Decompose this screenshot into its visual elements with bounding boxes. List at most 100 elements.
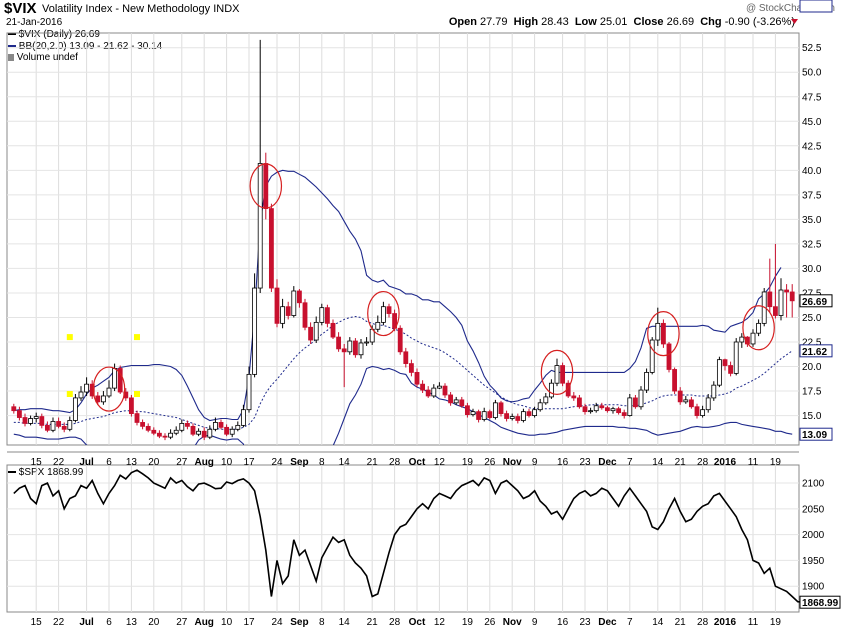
vix-x-tick-label: 24 [271, 457, 283, 468]
candle-down [117, 368, 123, 393]
candle-up [240, 409, 246, 426]
candle-down [526, 411, 532, 416]
candle-up [28, 418, 34, 424]
candle-down [487, 411, 493, 418]
vix-x-tick-label: 11 [748, 457, 759, 468]
candle-down [604, 407, 610, 412]
candle-down [308, 326, 314, 341]
candle-down [722, 359, 728, 366]
spx-x-tick-label: 8 [319, 617, 325, 627]
candle-up [67, 420, 73, 430]
candle-down [302, 302, 308, 328]
vix-y-tick-label: 45.0 [802, 117, 822, 128]
vix-x-tick-label: Aug [194, 457, 213, 468]
candle-down [414, 372, 420, 385]
vix-x-tick-label: 28 [697, 457, 709, 468]
legend-line-icon [8, 45, 16, 48]
close-value-label: 26.69 [802, 297, 827, 308]
vix-x-tick-label: 14 [339, 457, 351, 468]
candle-up [106, 387, 112, 397]
candle-down [403, 351, 409, 364]
vix-x-tick-label: 21 [367, 457, 379, 468]
vix-y-tick-label: 15.0 [802, 411, 822, 422]
candle-down [688, 399, 694, 408]
candle-up [436, 385, 442, 389]
chg-value: -0.90 (-3.26%) [724, 16, 795, 28]
vix-x-tick-label: Oct [409, 457, 426, 468]
legend-volume-label: Volume undef [16, 52, 78, 63]
legend-vix-label: $VIX (Daily) 26.69 [18, 29, 100, 40]
candle-down [560, 365, 566, 384]
candle-up [683, 399, 689, 403]
annotation-circle [742, 305, 775, 351]
spx-x-tick-label: 22 [53, 617, 65, 627]
vix-x-tick-label: 12 [434, 457, 446, 468]
candle-down [61, 425, 67, 430]
candle-down [285, 306, 291, 316]
candle-down [336, 336, 342, 350]
candle-up [246, 373, 252, 411]
candle-up [173, 429, 179, 434]
candle-down [464, 405, 470, 415]
candle-down [330, 322, 336, 338]
candle-down [162, 435, 168, 438]
vix-y-tick-label: 25.0 [802, 313, 822, 324]
candle-down [498, 402, 504, 415]
legend-spx-label: $SPX 1868.99 [18, 467, 84, 478]
candle-down [268, 208, 274, 289]
candle-up [112, 368, 118, 389]
candle-up [347, 340, 353, 353]
vix-y-tick-label: 42.5 [802, 141, 822, 152]
spx-x-tick-label: 12 [434, 617, 446, 627]
vix-x-tick-label: 20 [148, 457, 160, 468]
candle-down [145, 425, 151, 431]
upper-band-value-box [799, 0, 833, 13]
annotation-circle [92, 366, 126, 412]
candle-up [655, 322, 661, 341]
candle-down [448, 394, 454, 404]
open-value: 27.79 [480, 16, 508, 28]
lower-band-value: 13.09 [802, 430, 827, 441]
candle-down [184, 423, 190, 427]
candle-down [151, 429, 157, 434]
spx-x-tick-label: Sep [290, 617, 308, 627]
candle-down [263, 163, 269, 209]
spx-x-tick-label: Nov [503, 617, 522, 627]
spx-x-tick-label: 6 [106, 617, 112, 627]
candle-down [476, 411, 482, 420]
legend-vix: $VIX (Daily) 26.69 [8, 29, 100, 40]
candle-down [694, 406, 700, 416]
vix-y-tick-label: 20.0 [802, 362, 822, 373]
candle-up [50, 421, 56, 431]
candle-down [442, 385, 448, 396]
annotation-circle [647, 311, 680, 357]
candle-up [588, 410, 594, 413]
highlight-marker [66, 334, 73, 341]
candle-down [352, 340, 358, 356]
bb-lower-line [13, 365, 793, 445]
lower-band-value-box [799, 427, 833, 441]
candle-down [140, 422, 146, 427]
spx-y-tick-label: 2100 [802, 479, 825, 490]
candle-up [644, 372, 650, 391]
vix-x-tick-label: 10 [221, 457, 233, 468]
candle-down [767, 291, 773, 308]
spx-y-tick-label: 2050 [802, 504, 825, 515]
vix-x-tick-label: 19 [770, 457, 782, 468]
candle-down [666, 343, 672, 370]
candle-up [319, 307, 325, 323]
high-value: 28.43 [541, 16, 569, 28]
vix-x-tick-label: Dec [598, 457, 617, 468]
middle-band-value-box [799, 344, 833, 358]
candle-up [212, 422, 218, 430]
vix-y-tick-label: 22.5 [802, 338, 822, 349]
candle-down [420, 383, 426, 391]
candle-down [56, 421, 62, 427]
vix-x-tick-label: 7 [627, 457, 633, 468]
candle-up [705, 397, 711, 411]
stockcharts-credit: @ StockCharts.com [745, 3, 835, 14]
vix-x-tick-label: 9 [532, 457, 538, 468]
vix-x-tick-label: 21 [675, 457, 687, 468]
open-label: Open [448, 16, 477, 28]
candle-up [716, 359, 722, 386]
